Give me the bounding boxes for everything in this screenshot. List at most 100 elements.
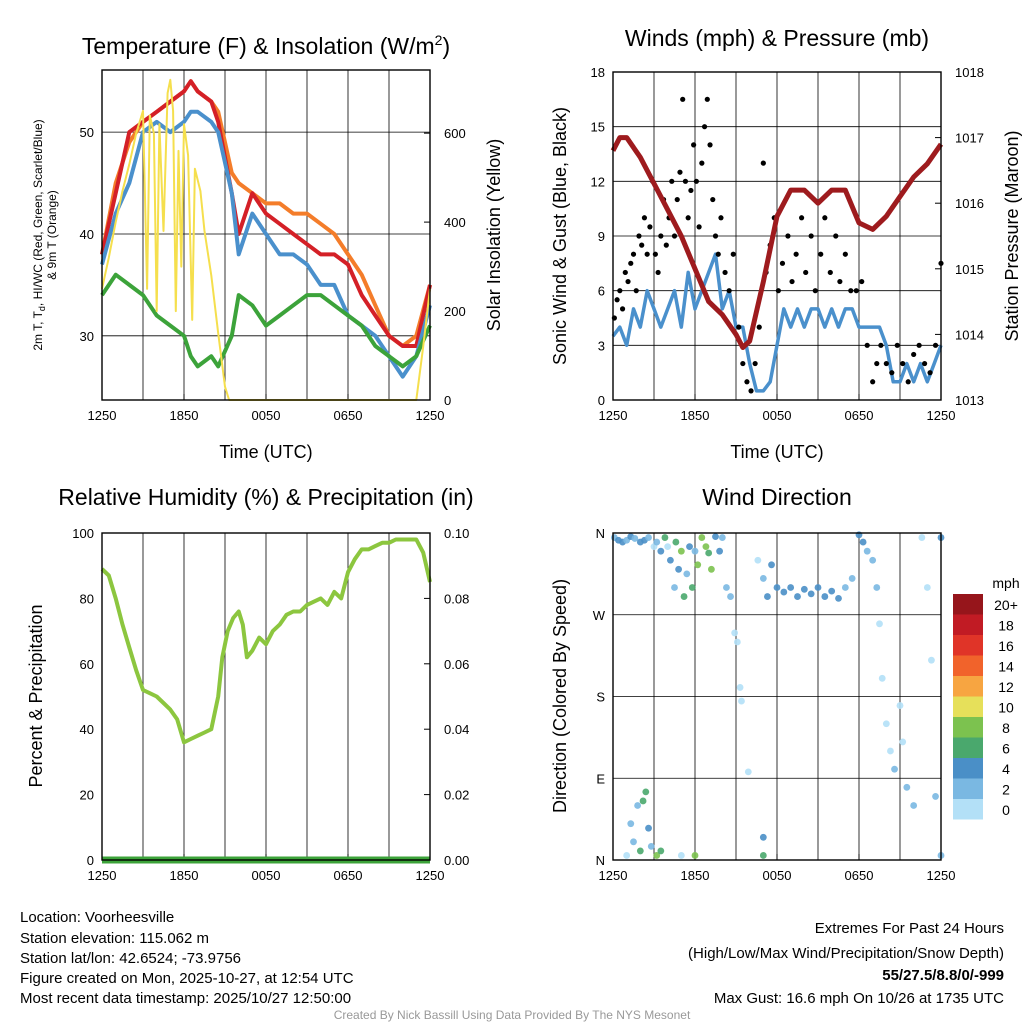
wind-direction-point: [873, 584, 881, 591]
y-tick-label: 40: [80, 722, 94, 737]
y-tick-label: 18: [591, 65, 605, 80]
wind-direction-point: [667, 556, 674, 564]
wind-direction-point: [631, 535, 639, 542]
gust-point: [905, 379, 911, 385]
y-tick-label: 6: [598, 284, 605, 299]
x-tick-label: 1250: [927, 868, 956, 883]
series-line-hi-wc: [100, 109, 432, 379]
gust-point: [704, 96, 710, 102]
gust-point: [744, 379, 750, 385]
wind-direction-point: [896, 702, 904, 709]
wind-direction-point: [923, 584, 931, 591]
y2-tick-label: 1015: [955, 262, 984, 277]
wind-direction-point: [859, 538, 867, 546]
wind-direction-point: [645, 824, 652, 832]
gust-point: [785, 233, 791, 239]
sonic-wind-line: [611, 252, 943, 393]
plot-frame: [612, 71, 942, 401]
wind-direction-point: [828, 587, 836, 595]
wind-direction-point: [647, 842, 655, 850]
wind-direction-point: [723, 584, 730, 591]
gust-point: [736, 324, 742, 330]
wind-direction-point: [688, 584, 696, 591]
x-tick-label: 0050: [763, 868, 792, 883]
relative-humidity-line: [100, 537, 432, 745]
wind-direction-point: [702, 543, 710, 551]
gust-point: [803, 269, 809, 276]
gust-point: [922, 360, 928, 367]
wind-direction-point: [636, 847, 644, 855]
wind-direction-point: [657, 847, 665, 855]
gust-point: [630, 251, 637, 257]
gust-point: [932, 342, 939, 348]
wind-direction-point: [716, 547, 723, 555]
x-tick-label: 0650: [845, 408, 874, 423]
wind-direction-point: [903, 783, 911, 791]
legend-label: 2: [1002, 782, 1010, 798]
y2-tick-label: 0.10: [444, 526, 469, 541]
gust-point: [870, 379, 876, 385]
series-line-2m-t: [100, 79, 432, 348]
x-tick-label: 1850: [681, 408, 710, 423]
gust-point: [669, 178, 675, 184]
gust-point: [779, 260, 786, 266]
extremes-subtitle: (High/Low/Max Wind/Precipitation/Snow De…: [688, 945, 1004, 962]
wind-direction-point: [821, 593, 829, 600]
gust-point: [775, 288, 781, 294]
insolation-line: [101, 78, 431, 401]
legend-swatch: [953, 655, 983, 676]
wind-direction-point: [661, 534, 669, 541]
gust-point: [682, 178, 689, 184]
wind-direction-point: [787, 584, 795, 591]
y2-tick-label: 0.00: [444, 853, 469, 868]
gust-point: [752, 360, 758, 367]
humidity-ylabel: Percent & Precipitation: [26, 604, 46, 787]
gust-point: [911, 351, 917, 358]
legend-label: 20+: [994, 597, 1018, 613]
wind-direction-point: [683, 570, 691, 578]
x-tick-label: 1250: [416, 868, 445, 883]
y2-tick-label: 200: [444, 304, 466, 319]
x-tick-label: 0050: [252, 868, 281, 883]
y2-tick-label: 400: [444, 215, 466, 230]
legend-label: 6: [1002, 741, 1010, 757]
gust-point: [837, 278, 843, 285]
wind-direction-point: [664, 543, 672, 551]
gust-point: [859, 278, 865, 285]
legend-swatch: [953, 758, 983, 779]
wind-direction-point: [727, 593, 734, 600]
extremes-info: Extremes For Past 24 Hours (High/Low/Max…: [688, 920, 1004, 1007]
y2-tick-label: 1017: [955, 131, 984, 146]
created-text: Figure created on Mon, 2025-10-27, at 12…: [20, 970, 354, 987]
wind-direction-point: [800, 585, 808, 593]
x-tick-label: 1250: [927, 408, 956, 423]
x-tick-label: 1250: [599, 408, 628, 423]
y-tick-label: 12: [591, 174, 605, 189]
extremes-values: 55/27.5/8.8/0/-999: [882, 967, 1004, 984]
gust-point: [842, 251, 848, 257]
legend-swatch: [953, 614, 983, 635]
wind-direction-point: [712, 533, 719, 541]
wind-direction-panel: Wind Direction Direction (Colored By Spe…: [550, 484, 1020, 883]
location-text: Location: Voorheesville: [20, 909, 174, 926]
wind-direction-point: [863, 547, 871, 555]
wind-direction-point: [686, 543, 693, 551]
gust-point: [715, 251, 721, 257]
gust-point: [833, 233, 839, 239]
gust-point: [889, 370, 895, 376]
gust-point: [619, 306, 626, 312]
wind-direction-point: [627, 820, 635, 828]
gust-point: [680, 96, 686, 102]
x-tick-label: 0650: [334, 868, 363, 883]
gust-point: [740, 360, 746, 367]
winds-xlabel: Time (UTC): [730, 442, 823, 462]
wind-direction-point: [807, 590, 815, 598]
wind-direction-point: [759, 833, 767, 841]
gust-point: [789, 278, 795, 285]
gust-point: [688, 187, 694, 194]
legend-label: 10: [998, 700, 1014, 716]
y-tick-label: 0: [87, 853, 94, 868]
temperature-ylabel-line2: & 9m T (Orange): [45, 190, 59, 280]
wind-direction-point: [698, 534, 706, 541]
